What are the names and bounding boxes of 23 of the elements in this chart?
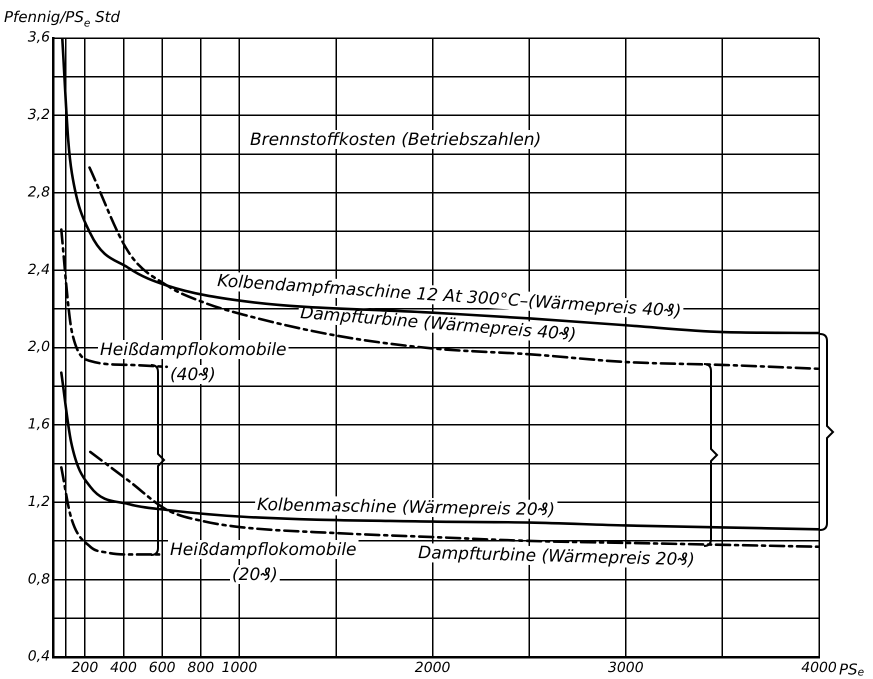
x-tick-label: 400 [110,660,137,676]
series-label: Heißdampflokomobile (40₰) [100,340,287,385]
series-label: Dampfturbine (Wärmepreis 20₰) [418,543,695,570]
x-axis-title: PSe [839,660,864,678]
y-tick-label: 3,2 [28,107,50,124]
x-tick-label: 3000 [608,660,644,676]
y-tick-label: 1,6 [28,416,50,433]
y-tick-label: 0,4 [28,648,50,665]
x-tick-label: 1000 [222,660,258,676]
text: Brennstoffkosten (Betriebszahlen) [250,130,542,150]
x-tick-label: 2000 [414,660,451,676]
x-tick-label: 200 [72,660,98,676]
x-tick-label: 800 [187,660,214,676]
y-tick-label: 2,8 [28,184,50,200]
y-tick-label: 0,8 [28,571,50,588]
y-tick-label: 3,6 [28,30,50,46]
y-tick-label: 2,0 [28,339,50,356]
x-tick-label: 600 [148,660,176,676]
series-label: Heißdampflokomobile (20₰) [170,540,357,585]
y-tick-label: 2,4 [28,262,50,278]
x-tick-label: 4000 [801,660,837,676]
y-tick-label: 1,2 [28,494,50,510]
series-label: Kolbenmaschine (Wärmepreis 20₰) [256,495,556,520]
